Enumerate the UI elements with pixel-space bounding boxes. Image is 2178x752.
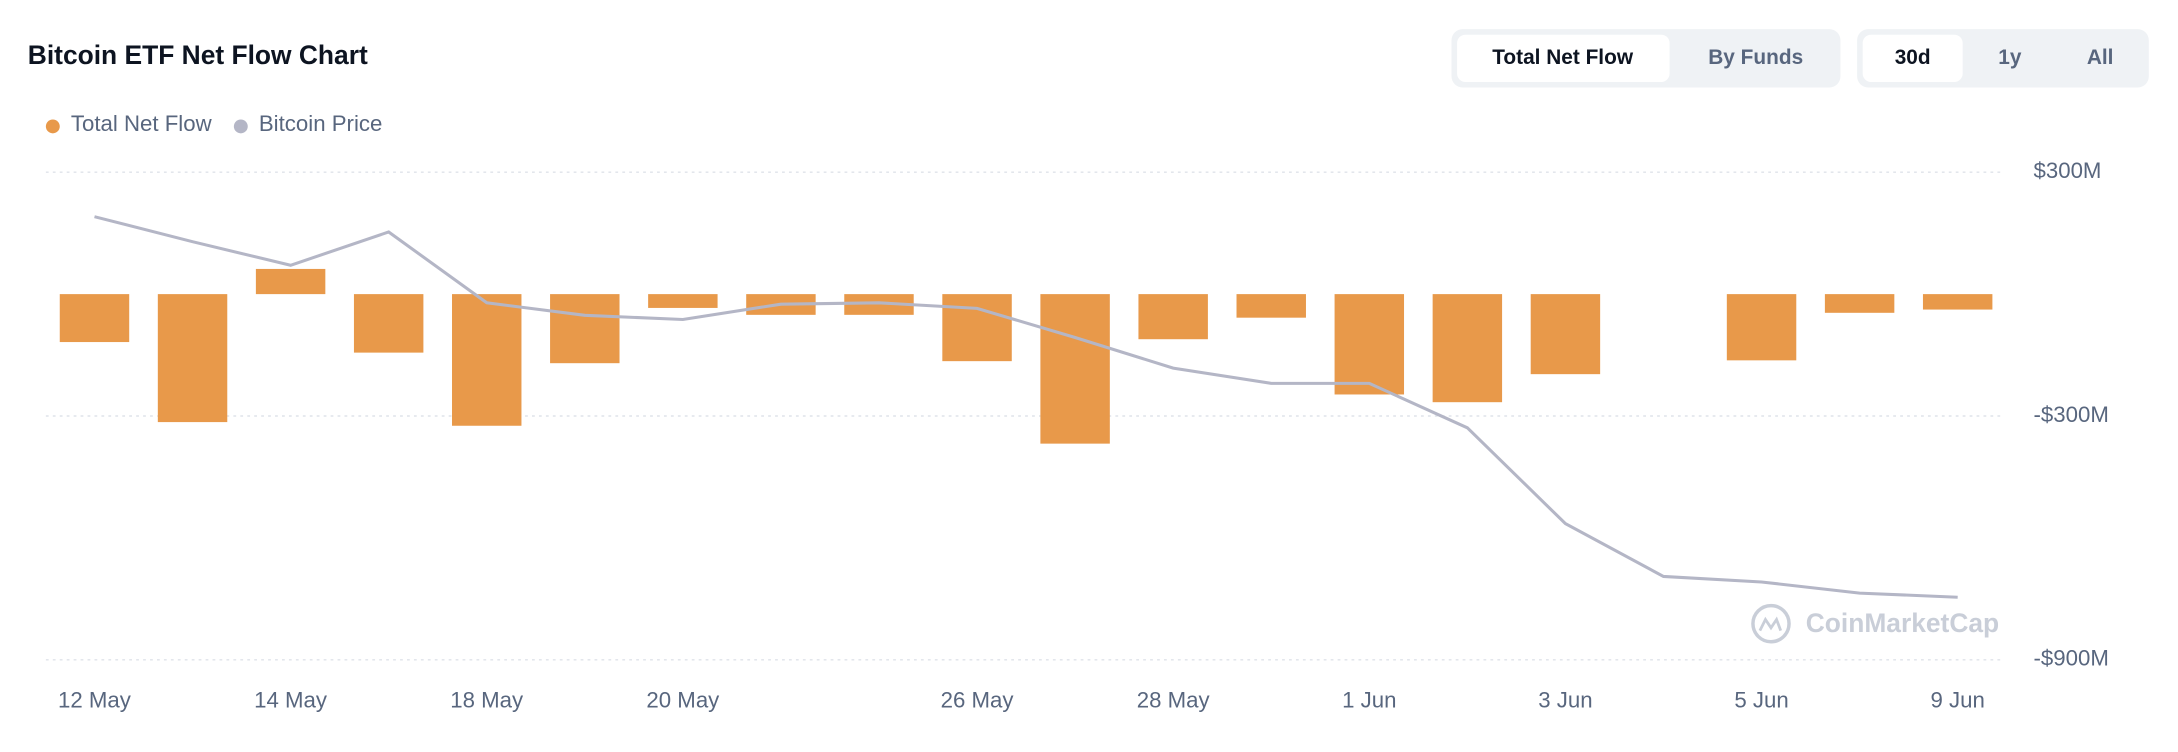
view-button[interactable]: By Funds	[1708, 46, 1803, 69]
watermark-text: CoinMarketCap	[1806, 608, 1999, 638]
x-tick-label: 3 Jun	[1538, 687, 1592, 712]
bar	[1138, 294, 1208, 340]
y-tick-label: -$900M	[2034, 646, 2109, 671]
bar	[1726, 294, 1797, 361]
watermark: CoinMarketCap	[1751, 603, 1999, 644]
view-button[interactable]: Total Net Flow	[1492, 46, 1634, 69]
bar	[1236, 294, 1306, 318]
range-active	[1862, 34, 1963, 82]
bar	[844, 294, 914, 315]
bar	[1432, 294, 1503, 403]
range-button[interactable]: 1y	[1998, 46, 2022, 69]
x-tick-label: 18 May	[450, 687, 524, 712]
bar	[255, 268, 326, 295]
legend-marker	[233, 119, 248, 134]
bar	[1530, 294, 1601, 375]
bar	[1040, 294, 1110, 444]
x-tick-label: 28 May	[1137, 687, 1211, 712]
bar	[648, 294, 718, 308]
legend-label: Total Net Flow	[71, 111, 213, 136]
x-tick-label: 26 May	[941, 687, 1015, 712]
view-active	[1457, 34, 1670, 82]
price-line	[94, 215, 1958, 599]
legend-marker	[45, 119, 60, 134]
bar	[59, 294, 130, 343]
x-tick-label: 14 May	[254, 687, 328, 712]
y-tick-label: -$300M	[2034, 402, 2109, 427]
bar	[452, 294, 522, 426]
x-tick-label: 5 Jun	[1734, 687, 1788, 712]
bar	[353, 294, 424, 353]
x-tick-label: 1 Jun	[1342, 687, 1396, 712]
bar	[1922, 294, 1993, 310]
bar	[1824, 294, 1895, 313]
x-tick-label: 9 Jun	[1930, 687, 1984, 712]
chart-title: Bitcoin ETF Net Flow Chart	[28, 40, 368, 70]
x-tick-label: 20 May	[646, 687, 720, 712]
bar	[550, 294, 620, 364]
bar	[1334, 294, 1405, 395]
range-button[interactable]: All	[2087, 46, 2114, 69]
y-tick-label: $300M	[2034, 158, 2102, 183]
legend-label: Bitcoin Price	[259, 111, 382, 136]
bar	[942, 294, 1012, 362]
x-tick-label: 12 May	[58, 687, 132, 712]
bar	[157, 294, 228, 423]
range-button[interactable]: 30d	[1895, 46, 1931, 69]
